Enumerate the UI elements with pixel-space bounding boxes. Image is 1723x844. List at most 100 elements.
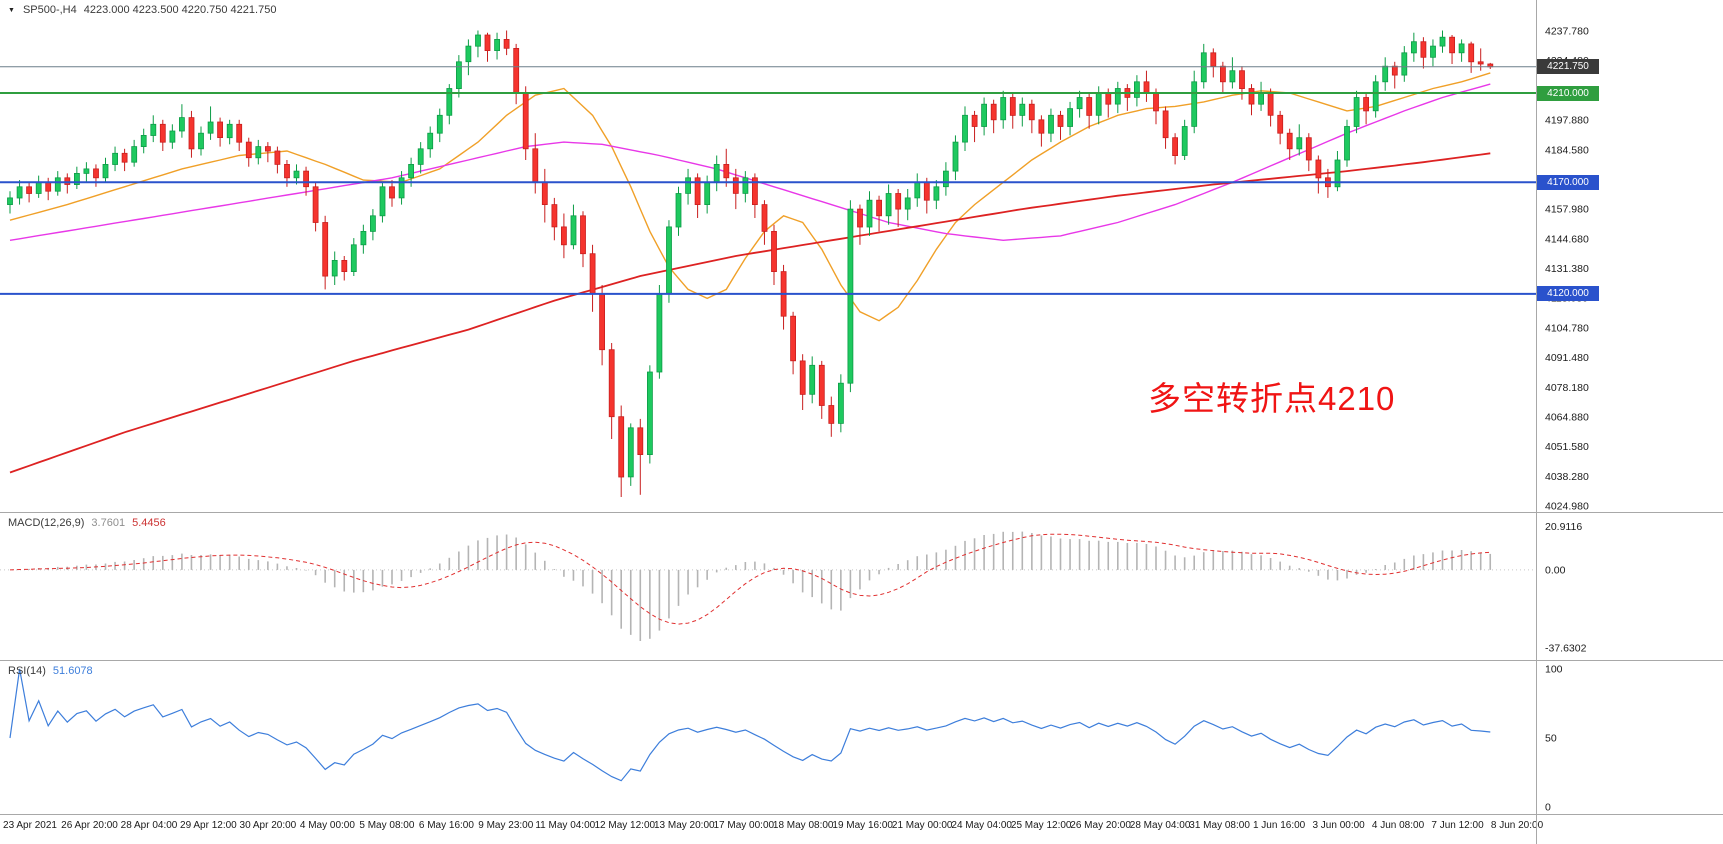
candle-body [1353, 97, 1360, 127]
price-axis-label: 4197.880 [1545, 115, 1589, 127]
candle-body [7, 197, 13, 205]
candle-body [580, 215, 586, 255]
candle-body [1411, 41, 1417, 54]
macd-indicator-header: MACD(12,26,9) 3.7601 5.4456 [8, 517, 166, 529]
level-badge-4120[interactable]: 4120.000 [1537, 286, 1599, 302]
time-axis-label: 26 Apr 20:00 [61, 820, 118, 831]
candle-body [45, 181, 52, 192]
time-axis: 23 Apr 2021 26 Apr 20:00 28 Apr 04:00 29 Ap… [3, 820, 1544, 831]
candle-body [627, 427, 634, 478]
level-badge-4210[interactable]: 4210.000 [1537, 85, 1599, 101]
candle-body [1229, 70, 1236, 83]
candle-body [1401, 52, 1408, 76]
candle-body [1420, 41, 1427, 58]
candle-body [541, 181, 548, 206]
candle-body [264, 146, 271, 152]
time-axis-label: 29 Apr 12:00 [180, 820, 237, 831]
time-axis-label: 6 May 16:00 [419, 820, 474, 831]
candle-body [350, 244, 357, 273]
candle-body [551, 204, 558, 228]
candle-body [704, 181, 711, 206]
candle-body [895, 193, 902, 210]
candle-body [1439, 36, 1446, 47]
price-axis-label: 4184.580 [1545, 144, 1589, 156]
candle-body [532, 148, 539, 183]
candle-body [656, 293, 663, 373]
candle-body [178, 117, 185, 132]
candle-body [570, 215, 577, 246]
time-axis-label: 4 Jun 08:00 [1372, 820, 1425, 831]
annotation-text: 多空转折点4210 [1148, 380, 1396, 417]
time-axis-label: 7 Jun 12:00 [1431, 820, 1484, 831]
candle-body [112, 152, 118, 165]
candle-body [990, 103, 997, 121]
candle-body [245, 141, 252, 159]
level-badge-4170[interactable]: 4170.000 [1537, 174, 1599, 190]
candle-body [169, 130, 176, 143]
candle-body [159, 123, 166, 143]
candle-body [1038, 119, 1045, 134]
candle-body [1391, 65, 1398, 76]
candle-body [303, 170, 310, 188]
candle-body [341, 259, 348, 272]
candle-body [284, 163, 290, 179]
price-axis-label: 4157.980 [1545, 204, 1589, 216]
candle-body [446, 88, 453, 116]
price-axis-label: 4104.780 [1545, 322, 1589, 334]
price-axis-label: 4064.880 [1545, 411, 1589, 423]
candle-body [1468, 43, 1475, 63]
candle-body [1009, 97, 1016, 116]
candle-body [331, 259, 338, 277]
candle-body [26, 186, 33, 194]
chart-dropdown-icon: ▼ [8, 6, 15, 14]
rsi-axis-label: 0 [1545, 802, 1551, 814]
candle-body [1114, 88, 1121, 105]
time-axis-label: 28 Apr 04:00 [121, 820, 178, 831]
candle-body [857, 208, 863, 228]
candle-body [675, 193, 682, 228]
candle-body [455, 61, 462, 89]
ohlc-values: 4223.000 4223.500 4220.750 4221.750 [83, 4, 277, 16]
candle-body [274, 150, 281, 165]
candle-body [809, 364, 816, 395]
price-axis-label: 4024.980 [1545, 501, 1589, 513]
candle-body [876, 199, 882, 217]
candle-body [818, 364, 825, 406]
candle-body [236, 123, 243, 143]
candle-body [799, 360, 806, 395]
candle-body [255, 146, 262, 159]
candle-body [1220, 65, 1226, 83]
time-axis-label: 1 Jun 16:00 [1253, 820, 1306, 831]
candle-body [1210, 52, 1217, 67]
candle-body [1315, 159, 1322, 179]
rsi-line [9, 668, 1491, 782]
time-axis-label: 28 May 04:00 [1130, 820, 1191, 831]
time-axis-label: 23 Apr 2021 [3, 820, 57, 831]
candle-body [981, 103, 987, 127]
candle-body [914, 181, 921, 199]
candle-body [771, 230, 777, 272]
candle-body [1248, 88, 1255, 105]
candle-body [885, 193, 892, 217]
ma-slow-red [9, 152, 1491, 474]
candle-body [322, 222, 329, 277]
time-axis-label: 12 May 12:00 [594, 820, 655, 831]
candle-body [74, 172, 80, 185]
time-axis-label: 8 Jun 20:00 [1491, 820, 1544, 831]
candle-body [140, 134, 147, 147]
candle-body [408, 163, 415, 179]
candle-body [150, 123, 157, 136]
candle-body [904, 197, 911, 210]
candle-body [952, 141, 959, 172]
candle-body [962, 114, 968, 143]
chart-symbol-header: ▼ SP500-,H4 4223.000 4223.500 4220.750 4… [8, 4, 276, 16]
candle-body [1305, 137, 1312, 161]
candle-body [312, 186, 319, 223]
candle-body [1372, 81, 1379, 112]
candle-body [102, 163, 109, 179]
time-axis-label: 30 Apr 20:00 [240, 820, 297, 831]
candle-body [427, 132, 434, 150]
candle-body [293, 170, 300, 179]
